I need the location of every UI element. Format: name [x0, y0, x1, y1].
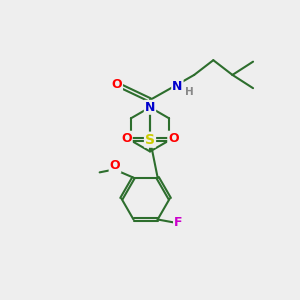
Text: F: F	[174, 216, 182, 229]
Text: O: O	[168, 132, 179, 145]
Text: S: S	[145, 133, 155, 147]
Text: H: H	[185, 87, 194, 97]
Text: O: O	[110, 159, 120, 172]
Text: N: N	[145, 101, 155, 114]
Text: O: O	[121, 132, 132, 145]
Text: O: O	[111, 78, 122, 91]
Text: N: N	[172, 80, 183, 93]
